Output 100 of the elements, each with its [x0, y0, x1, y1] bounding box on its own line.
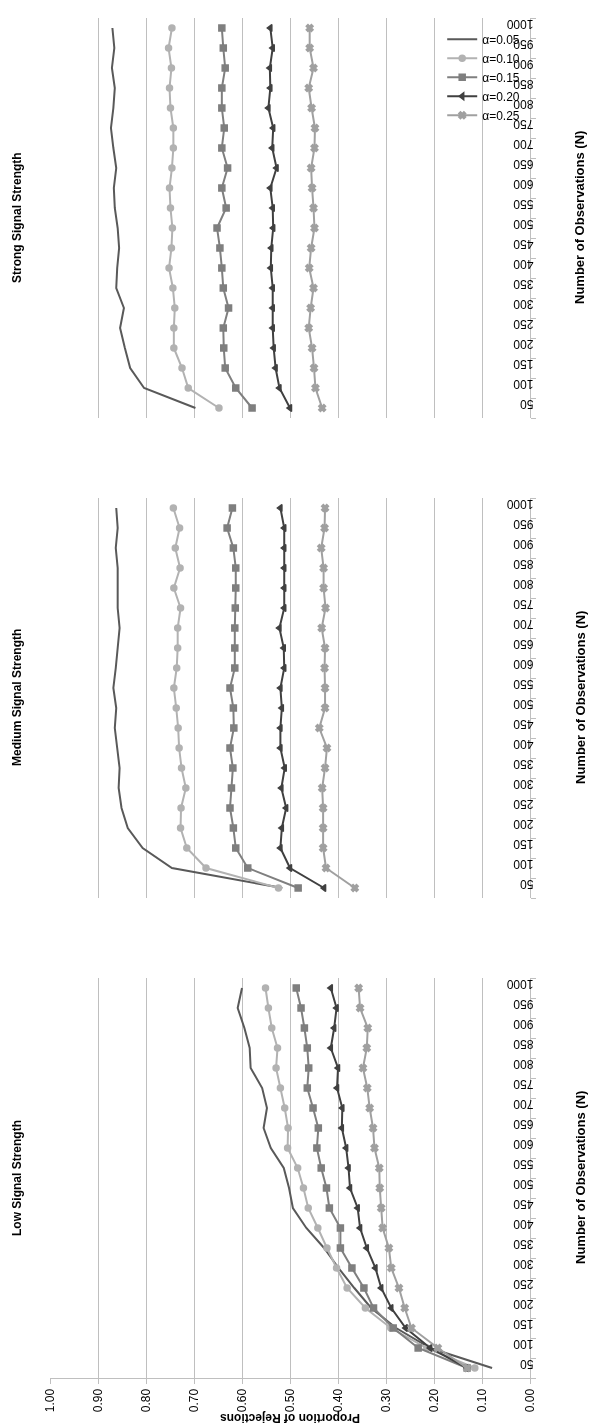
- x-tick-label: 0.50: [282, 1388, 297, 1413]
- y-tick-label: 250: [513, 797, 534, 812]
- point: [229, 544, 238, 552]
- point: [400, 1303, 409, 1313]
- y-tick-label: 50: [519, 1357, 534, 1372]
- y-tick-label: 600: [513, 1137, 534, 1152]
- point: [268, 203, 275, 213]
- point: [266, 23, 273, 33]
- point: [202, 864, 210, 872]
- point: [174, 724, 182, 732]
- point: [171, 544, 180, 552]
- point: [354, 983, 363, 993]
- y-tick-label: 350: [513, 1237, 534, 1252]
- point: [314, 1124, 323, 1132]
- point: [165, 184, 174, 192]
- x-tick-label: 0.70: [186, 1388, 201, 1413]
- point: [220, 124, 228, 132]
- point: [344, 1163, 351, 1173]
- y-tick-label: 950: [513, 997, 534, 1012]
- point: [215, 404, 223, 412]
- y-axis-title: Number of Observations (N): [572, 130, 587, 304]
- point: [317, 543, 326, 553]
- point: [363, 1083, 372, 1093]
- x-tick-label: 0.40: [330, 1388, 345, 1413]
- point: [231, 604, 240, 612]
- y-tick-label: 1000: [506, 497, 534, 512]
- point: [401, 1323, 408, 1333]
- point: [310, 123, 320, 133]
- point: [176, 824, 185, 832]
- point: [169, 144, 178, 152]
- point: [276, 503, 283, 513]
- point: [306, 163, 316, 173]
- point: [305, 23, 314, 33]
- point: [228, 504, 237, 512]
- y-tick-label: 450: [513, 237, 534, 252]
- y-tick-label: 150: [513, 1317, 534, 1332]
- point: [320, 763, 330, 773]
- point: [268, 43, 275, 53]
- point: [307, 103, 316, 113]
- point: [223, 164, 232, 172]
- point: [360, 1284, 368, 1292]
- point: [231, 644, 239, 652]
- y-tick-label: 100: [513, 857, 534, 872]
- point: [231, 664, 239, 672]
- point: [310, 223, 319, 233]
- point: [280, 603, 287, 613]
- point: [267, 263, 274, 273]
- y-tick-label: 300: [513, 1257, 534, 1272]
- y-tick-label: 300: [513, 297, 534, 312]
- point: [271, 363, 278, 373]
- y-axis-title: Number of Observations (N): [573, 610, 588, 784]
- point: [304, 1064, 313, 1072]
- y-tick-label: 550: [513, 197, 534, 212]
- y-tick-label: 500: [513, 697, 534, 712]
- point: [320, 883, 327, 893]
- point: [230, 724, 238, 732]
- point: [182, 784, 190, 792]
- y-tick-label: 50: [519, 397, 534, 412]
- point: [375, 1163, 384, 1173]
- point: [273, 1044, 282, 1052]
- point: [166, 204, 175, 212]
- point: [168, 24, 176, 32]
- point: [170, 584, 178, 592]
- point: [286, 863, 293, 873]
- point: [309, 283, 318, 293]
- point: [218, 184, 226, 192]
- point: [309, 363, 319, 373]
- point: [224, 304, 233, 312]
- point: [272, 1064, 280, 1072]
- point: [232, 384, 240, 392]
- y-tick-label: 150: [513, 357, 534, 372]
- point: [303, 1084, 312, 1092]
- point: [268, 143, 275, 153]
- y-tick-label: 350: [513, 757, 534, 772]
- y-tick-label: 200: [513, 817, 534, 832]
- point: [321, 603, 330, 613]
- y-tick-label: 250: [513, 1277, 534, 1292]
- point: [221, 364, 229, 372]
- point: [248, 404, 256, 412]
- point: [338, 1103, 345, 1113]
- point: [294, 884, 302, 892]
- point: [283, 1144, 292, 1152]
- point: [278, 703, 285, 713]
- point: [336, 1224, 345, 1232]
- point: [368, 1123, 378, 1133]
- point: [175, 524, 184, 532]
- point: [365, 1103, 374, 1113]
- y-tick-label: 800: [513, 1057, 534, 1072]
- point: [319, 563, 328, 573]
- point: [269, 223, 276, 233]
- point: [334, 1063, 341, 1073]
- point: [280, 1104, 289, 1112]
- point: [213, 224, 221, 232]
- point: [226, 684, 234, 692]
- point: [231, 624, 239, 632]
- point: [346, 1183, 353, 1193]
- point: [305, 263, 314, 273]
- point: [471, 1364, 479, 1372]
- point: [276, 843, 283, 853]
- point: [232, 584, 240, 592]
